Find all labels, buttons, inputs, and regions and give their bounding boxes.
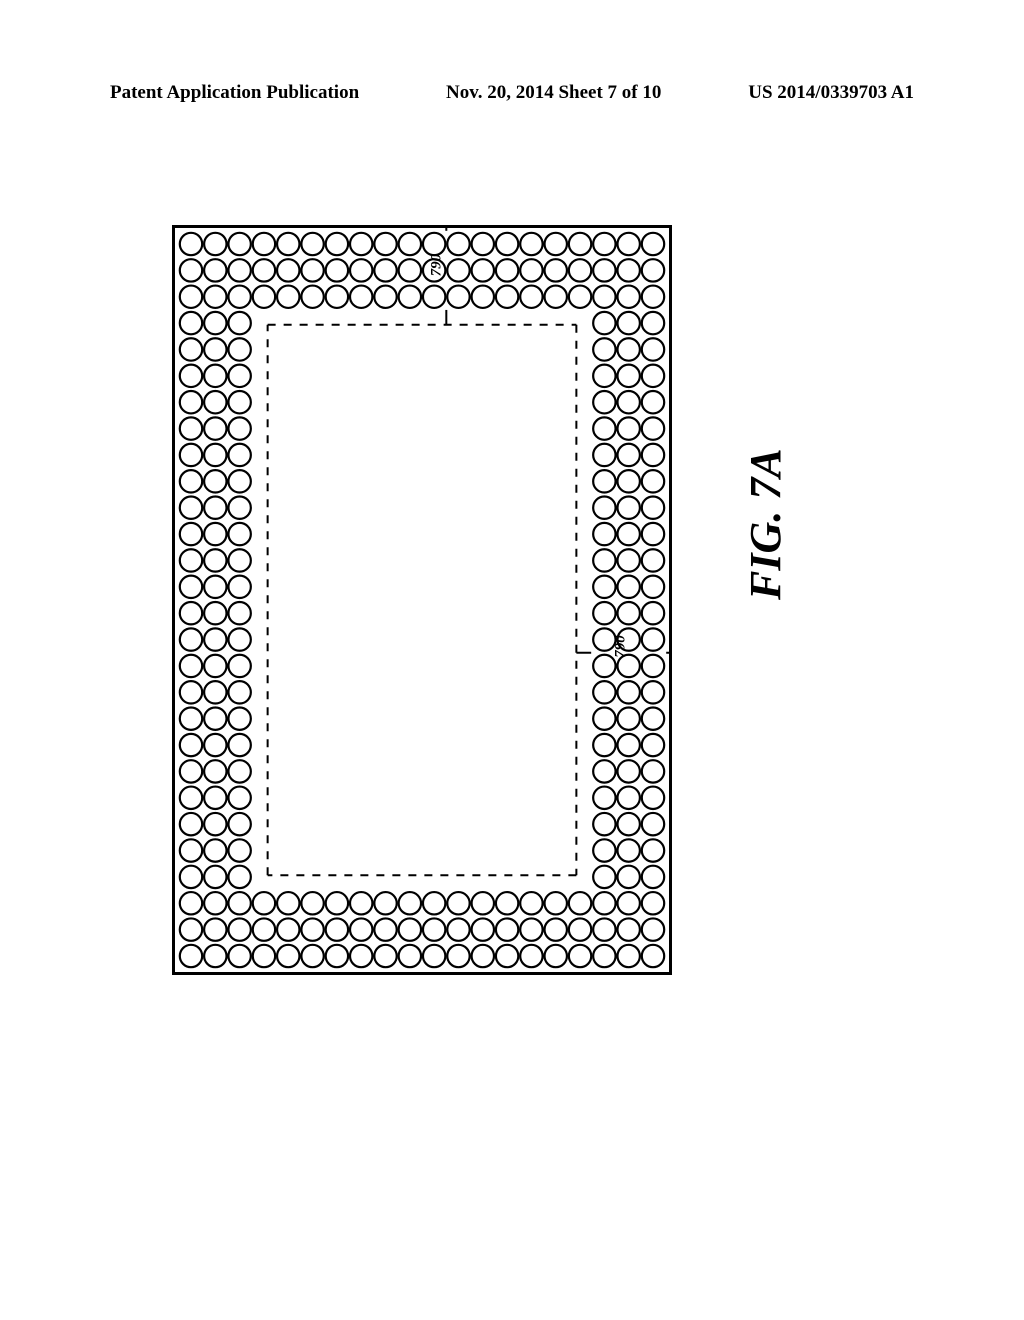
figure-svg: 790 790 bbox=[175, 228, 669, 972]
header-center: Nov. 20, 2014 Sheet 7 of 10 bbox=[446, 82, 661, 104]
svg-text:790: 790 bbox=[428, 253, 444, 276]
page: Patent Application Publication Nov. 20, … bbox=[0, 0, 1024, 1320]
figure-caption: FIG. 7A bbox=[740, 448, 791, 600]
figure-frame: 790 790 bbox=[172, 225, 672, 975]
header-right: US 2014/0339703 A1 bbox=[748, 82, 914, 104]
page-header: Patent Application Publication Nov. 20, … bbox=[0, 82, 1024, 104]
svg-text:790: 790 bbox=[613, 635, 629, 658]
header-left: Patent Application Publication bbox=[110, 82, 359, 104]
